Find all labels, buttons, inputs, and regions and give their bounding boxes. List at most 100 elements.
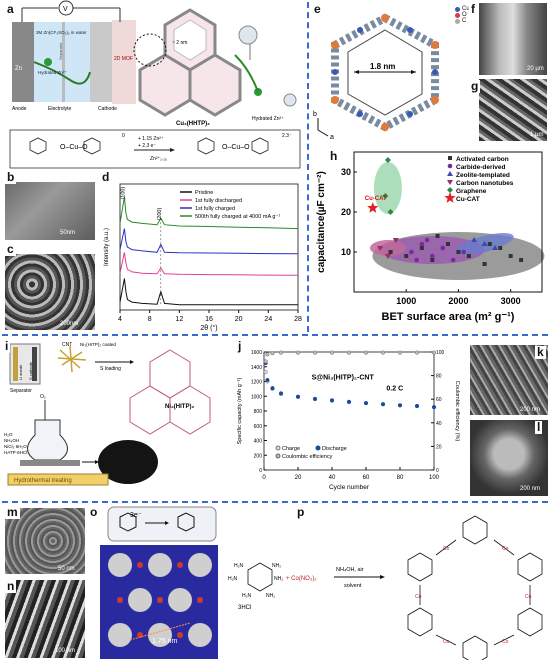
axis-b: b (313, 111, 317, 118)
point-h-0-3 (430, 258, 435, 262)
point-h-1-4 (450, 257, 456, 263)
cathode-label: Cathode (98, 106, 117, 112)
panel-label-j: j (236, 339, 244, 353)
panel-label-e: e (312, 2, 323, 16)
xlabel-j: Cycle number (329, 484, 370, 491)
hydrothermal-label: Hydrothermal treating (14, 478, 72, 484)
xtick-label-j-4: 80 (397, 475, 404, 481)
product-image (98, 440, 158, 484)
legend-marker-h-3 (447, 180, 453, 185)
xtick-label-d-5: 24 (264, 316, 272, 323)
co-atom-3: Co (415, 594, 422, 600)
point-h-0-0 (388, 250, 393, 254)
xrd-line-1 (119, 252, 299, 276)
point-h-5-0 (367, 202, 379, 213)
legend-label-d-0: Pristine (195, 190, 213, 196)
ylabel-d: Intensity (a.u.) (104, 228, 110, 266)
xtick-label-j-1: 20 (295, 475, 302, 481)
legend-c: C (462, 18, 467, 24)
point-h-1-1 (419, 241, 425, 247)
panel-label-m: m (5, 505, 20, 519)
separator-vertical-top (307, 2, 309, 332)
legend-label-h-4: Graphene (456, 188, 487, 195)
y2tick-label-j-3: 60 (436, 397, 442, 403)
capacitance-chart: 1000 2000 3000 10 20 30 BET surface area (m² g… (316, 151, 545, 323)
xlabel-h: BET surface area (m² g⁻¹) (382, 311, 515, 323)
reaction-mid: + 2.3 e⁻ (138, 143, 156, 149)
point-h-0-4 (446, 242, 450, 246)
ytick-label-j-7: 1400 (251, 365, 262, 371)
mof-pores (108, 553, 212, 647)
pore-size-e: 1.8 nm (370, 62, 395, 71)
cobalt-salt-label: + Co(NO₃)₂ (286, 576, 317, 582)
panel-p: H₂N NH₂ H₂N NH₂ H₂N NH₂ 3HCl + Co(NO₃)₂ NH₄… (228, 505, 548, 665)
s-cathode-label: S cathode (28, 361, 33, 380)
point-h-2-2 (492, 245, 498, 250)
cnt-label: CNT (62, 342, 72, 348)
panel-a-schematic: V Zn 3M Zn(CF₃SO₃)₂ in water Separator H… (9, 0, 301, 169)
panel-label-b: b (5, 170, 17, 184)
point-h-2-1 (481, 241, 488, 246)
legend-marker-j-0 (275, 445, 281, 451)
panel-label-p: p (295, 505, 307, 519)
point-h-0-8 (498, 246, 503, 250)
xtick-label-d-6: 28 (294, 316, 302, 323)
sem-image-n (5, 580, 85, 658)
scalebar-l: 200 nm (520, 486, 541, 492)
point-j-1-10 (397, 403, 403, 408)
annotation-j: 0.2 C (386, 385, 403, 392)
separator-top (2, 334, 548, 336)
co-atom-2: Co (502, 546, 509, 552)
peak-200: (200) (157, 208, 163, 221)
s-loading-label: S loading (100, 366, 121, 372)
point-h-1-6 (424, 237, 430, 243)
point-j-2-2 (270, 351, 275, 356)
point-j-1-8 (363, 400, 369, 406)
ytick-label-h-0: 10 (341, 247, 351, 257)
legend-label-j-1: Discharge (322, 446, 347, 452)
point-h-4-2 (387, 209, 394, 215)
point-j-1-4 (295, 394, 301, 399)
svg-text:H₂N: H₂N (234, 563, 244, 569)
panel-label-i: i (3, 339, 11, 353)
point-j-1-7 (346, 399, 352, 404)
co-hitp-network (407, 515, 543, 665)
annotation-cu-cat: Cu-CAT (365, 196, 387, 202)
point-j-2-10 (397, 350, 403, 355)
svg-text:O–Cu–O: O–Cu–O (60, 144, 88, 151)
panel-label-g: g (469, 79, 481, 93)
ytick-label-h-1: 20 (341, 207, 351, 217)
cycling-chart: 0 20 40 60 80 1000200400600800100012001400160… (237, 350, 460, 491)
point-h-0-10 (519, 258, 524, 262)
legend-marker-j-2 (275, 453, 281, 459)
panel-a: V Zn 3M Zn(CF₃SO₃)₂ in water Separator H… (0, 0, 305, 170)
scalebar-c: 200nm (60, 321, 79, 327)
sem-image-f (479, 3, 547, 75)
xlabel-d: 2θ (°) (200, 324, 217, 332)
point-j-1-2 (270, 386, 275, 391)
scalebar-f: 20 µm (527, 66, 544, 72)
reagent-hatp: HATP·6HCl (4, 450, 27, 455)
xtick-label-d-3: 16 (205, 316, 213, 323)
legend-e: Cu O C (455, 6, 475, 24)
legend-cu: Cu (462, 6, 470, 12)
charge-right: 2.3⁻ (282, 133, 292, 139)
point-h-3-0 (377, 246, 384, 251)
cu3-hhtp2-label: Cu₃(HHTP)₂ (176, 121, 210, 127)
xtick-label-h-0: 1000 (396, 296, 416, 306)
panel-label-n: n (5, 579, 17, 593)
hydrated-zn-label: Hydrated Zn²⁺ (38, 70, 67, 75)
legend-label-j-2: Coulombic efficiency (282, 454, 333, 460)
reagent-h2o: H₂O (4, 432, 13, 437)
legend-marker-h-5 (444, 192, 456, 203)
ytick-label-j-8: 1600 (251, 350, 262, 356)
panel-label-k: k (535, 345, 546, 359)
co-atom-6: Co (502, 639, 509, 645)
panel-label-d: d (100, 170, 112, 184)
xtick-label-j-5: 100 (429, 475, 440, 481)
legend-marker-h-1 (447, 163, 453, 169)
point-j-2-6 (329, 350, 335, 355)
co-atom-1: Co (443, 546, 450, 552)
point-j-2-1 (265, 352, 270, 357)
sem-image-g (479, 79, 547, 141)
